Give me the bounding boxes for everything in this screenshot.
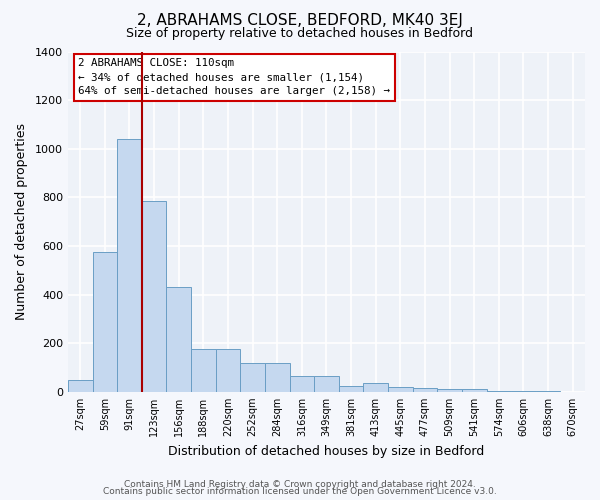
Bar <box>536 391 560 392</box>
Bar <box>487 390 511 392</box>
Bar <box>314 376 339 392</box>
Bar <box>290 376 314 392</box>
Bar <box>166 288 191 392</box>
Text: Contains public sector information licensed under the Open Government Licence v3: Contains public sector information licen… <box>103 487 497 496</box>
Bar <box>92 252 117 392</box>
Bar <box>413 388 437 392</box>
Text: 2 ABRAHAMS CLOSE: 110sqm
← 34% of detached houses are smaller (1,154)
64% of sem: 2 ABRAHAMS CLOSE: 110sqm ← 34% of detach… <box>78 58 390 96</box>
Bar <box>265 362 290 392</box>
Bar <box>117 139 142 392</box>
Bar <box>191 350 215 392</box>
Bar <box>462 390 487 392</box>
X-axis label: Distribution of detached houses by size in Bedford: Distribution of detached houses by size … <box>169 444 485 458</box>
Bar <box>68 380 92 392</box>
Bar <box>511 390 536 392</box>
Bar <box>437 390 462 392</box>
Bar <box>388 387 413 392</box>
Bar <box>240 362 265 392</box>
Bar <box>142 201 166 392</box>
Bar <box>215 350 240 392</box>
Bar <box>364 384 388 392</box>
Text: Contains HM Land Registry data © Crown copyright and database right 2024.: Contains HM Land Registry data © Crown c… <box>124 480 476 489</box>
Y-axis label: Number of detached properties: Number of detached properties <box>15 123 28 320</box>
Bar <box>339 386 364 392</box>
Text: 2, ABRAHAMS CLOSE, BEDFORD, MK40 3EJ: 2, ABRAHAMS CLOSE, BEDFORD, MK40 3EJ <box>137 12 463 28</box>
Text: Size of property relative to detached houses in Bedford: Size of property relative to detached ho… <box>127 28 473 40</box>
